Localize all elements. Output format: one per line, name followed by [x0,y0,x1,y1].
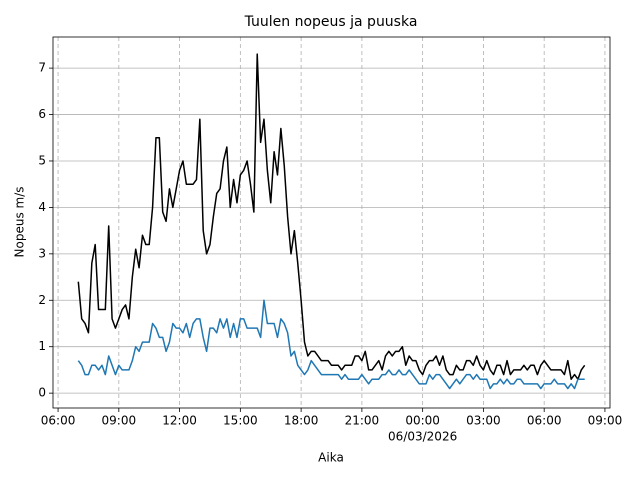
y-tick-label: 6 [38,107,46,121]
data-line [77,53,586,380]
y-axis-label: Nopeus m/s [13,187,27,258]
x-date-label: 06/03/2026 [388,430,457,444]
x-tick-label: 18:00 [284,414,319,428]
y-tick-label: 5 [38,153,46,167]
x-tick-label: 06:00 [527,414,562,428]
chart-title: Tuulen nopeus ja puuska [244,14,418,30]
x-axis-label: Aika [318,451,344,465]
x-tick-label: 09:00 [102,414,137,428]
x-tick-label: 15:00 [223,414,258,428]
x-tick-label: 09:00 [588,414,623,428]
y-tick-label: 4 [38,200,46,214]
y-tick-label: 3 [38,246,46,260]
y-tick-label: 7 [38,61,46,75]
x-tick-label: 06:00 [41,414,76,428]
plot-frame [52,36,611,409]
x-tick-label: 21:00 [345,414,380,428]
y-tick-label: 1 [38,339,46,353]
x-tick-label: 03:00 [466,414,501,428]
x-tick-label: 12:00 [162,414,197,428]
y-tick-label: 0 [38,386,46,400]
x-tick-label: 00:00 [405,414,440,428]
data-line [77,299,585,390]
y-tick-label: 2 [38,293,46,307]
